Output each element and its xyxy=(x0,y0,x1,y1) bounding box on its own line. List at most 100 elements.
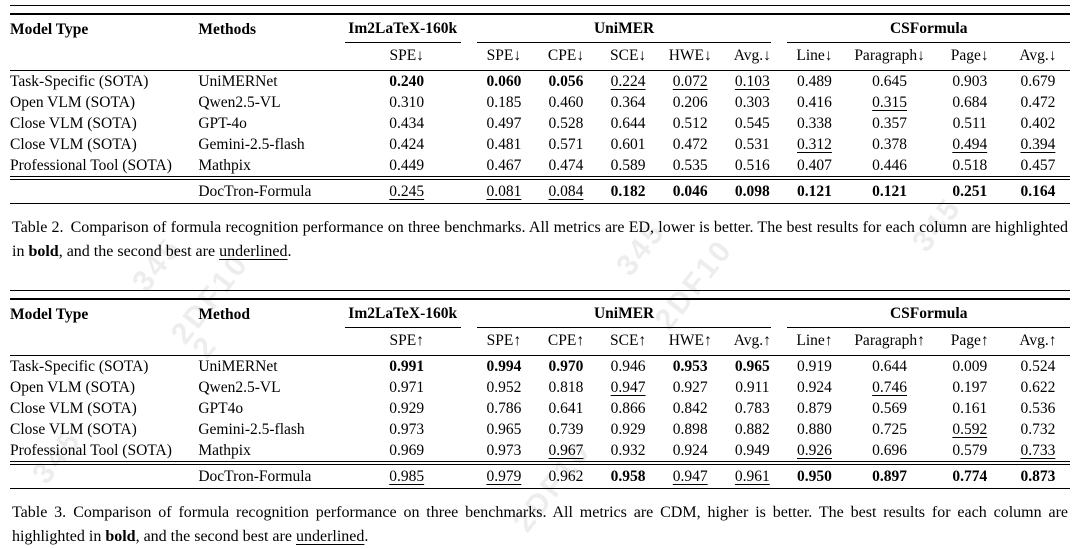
metric-value-cell: 0.919 xyxy=(797,357,832,375)
metric-value-cell: 0.424 xyxy=(389,135,425,153)
metric-header: SPE↓ xyxy=(389,47,424,64)
metric-value-cell: 0.926 xyxy=(797,441,832,459)
group-header-row: Model Type Method Im2LaTeX-160k UniMER C… xyxy=(10,299,1070,328)
metric-value-cell: 0.924 xyxy=(672,441,708,459)
metric-value-cell: 0.979 xyxy=(486,467,522,485)
metric-value-cell: 0.357 xyxy=(872,114,908,132)
metric-value-cell: 0.991 xyxy=(389,357,425,375)
table-3-frame: Model Type Method Im2LaTeX-160k UniMER C… xyxy=(10,290,1070,489)
metric-value-cell: 0.739 xyxy=(548,420,584,438)
method-cell: Mathpix xyxy=(198,156,251,174)
model-type-cell xyxy=(10,463,198,489)
group-header-row: Model Type Methods Im2LaTeX-160k UniMER … xyxy=(10,14,1070,43)
metric-value-cell: 0.251 xyxy=(952,182,988,200)
metric-value-cell: 0.489 xyxy=(797,72,832,90)
metric-value-cell: 0.571 xyxy=(548,135,584,153)
metric-value-cell: 0.303 xyxy=(734,93,770,111)
metric-value-cell: 0.467 xyxy=(486,156,522,174)
metric-value-cell: 0.641 xyxy=(548,399,584,417)
metric-value-cell: 0.961 xyxy=(734,467,770,485)
metric-value-cell: 0.310 xyxy=(389,93,425,111)
model-type-cell xyxy=(10,178,198,204)
metric-header: Avg.↓ xyxy=(1019,47,1057,64)
metric-header: Line↑ xyxy=(796,332,833,349)
metric-value-cell: 0.746 xyxy=(872,378,908,396)
method-cell: Gemini-2.5-flash xyxy=(198,420,305,438)
caption-bold-word: bold xyxy=(28,243,59,260)
metric-value-cell: 0.072 xyxy=(672,72,708,90)
metric-value-cell: 0.985 xyxy=(389,467,425,485)
table-row: Close VLM (SOTA) GPT4o 0.929 0.786 0.641 0.86… xyxy=(10,398,1070,419)
metric-value-cell: 0.962 xyxy=(548,467,584,485)
metric-header: SCE↑ xyxy=(610,332,647,349)
table-row: DocTron-Formula 0.245 0.081 0.084 0.182 0.046… xyxy=(10,178,1070,204)
table-row: Open VLM (SOTA) Qwen2.5-VL 0.310 0.185 0.460… xyxy=(10,92,1070,113)
col-header-model-type: Model Type xyxy=(10,306,89,323)
metric-value-cell: 0.971 xyxy=(389,378,425,396)
metric-value-cell: 0.927 xyxy=(672,378,708,396)
table-2-body: Task-Specific (SOTA) UniMERNet 0.240 0.060 0… xyxy=(10,71,1070,179)
caption-label: Table 3. xyxy=(12,504,67,521)
metric-value-cell: 0.774 xyxy=(952,467,988,485)
metric-value-cell: 0.644 xyxy=(610,114,646,132)
model-type-cell: Professional Tool (SOTA) xyxy=(10,441,172,459)
method-cell: UniMERNet xyxy=(198,357,278,375)
col-group-im2latex: Im2LaTeX-160k xyxy=(341,299,473,328)
method-cell: Mathpix xyxy=(198,441,251,459)
table-2-foot: DocTron-Formula 0.245 0.081 0.084 0.182 0.046… xyxy=(10,178,1070,204)
metric-value-cell: 0.967 xyxy=(548,441,584,459)
metric-value-cell: 0.592 xyxy=(952,420,988,438)
metric-value-cell: 0.882 xyxy=(734,420,770,438)
col-group-unimer: UniMER xyxy=(473,299,784,328)
table-2-caption: Table 2. Comparison of formula recognitio… xyxy=(12,216,1068,264)
section-spacer xyxy=(10,264,1070,290)
metric-value-cell: 0.524 xyxy=(1020,357,1056,375)
caption-text: Comparison of formula recognition perfor… xyxy=(12,219,1068,260)
metric-value-cell: 0.696 xyxy=(872,441,908,459)
metric-header: Page↓ xyxy=(950,47,989,64)
metric-header: Page↑ xyxy=(950,332,989,349)
method-cell: DocTron-Formula xyxy=(198,182,312,200)
metric-value-cell: 0.460 xyxy=(548,93,584,111)
metric-value-cell: 0.932 xyxy=(610,441,646,459)
metric-value-cell: 0.880 xyxy=(797,420,832,438)
method-cell: Qwen2.5-VL xyxy=(198,378,281,396)
metric-value-cell: 0.536 xyxy=(1020,399,1056,417)
metric-value-cell: 0.046 xyxy=(672,182,708,200)
table-row: Open VLM (SOTA) Qwen2.5-VL 0.971 0.952 0.818… xyxy=(10,377,1070,398)
metric-value-cell: 0.969 xyxy=(389,441,425,459)
model-type-cell: Close VLM (SOTA) xyxy=(10,114,137,132)
caption-bold-word: bold xyxy=(105,528,136,545)
metric-value-cell: 0.732 xyxy=(1020,420,1056,438)
model-type-cell: Open VLM (SOTA) xyxy=(10,378,136,396)
metric-value-cell: 0.164 xyxy=(1020,182,1056,200)
table-row: Task-Specific (SOTA) UniMERNet 0.240 0.060 0… xyxy=(10,71,1070,93)
metric-header: CPE↓ xyxy=(547,47,585,64)
model-type-cell: Close VLM (SOTA) xyxy=(10,135,137,153)
metric-value-cell: 0.338 xyxy=(797,114,832,132)
metric-value-cell: 0.953 xyxy=(672,357,708,375)
model-type-cell: Professional Tool (SOTA) xyxy=(10,156,172,174)
method-cell: UniMERNet xyxy=(198,72,278,90)
metric-value-cell: 0.924 xyxy=(797,378,832,396)
method-cell: Qwen2.5-VL xyxy=(198,93,281,111)
method-cell: GPT4o xyxy=(198,399,244,417)
col-group-unimer: UniMER xyxy=(473,14,784,43)
caption-text: , and the second best are xyxy=(58,243,220,260)
metric-value-cell: 0.622 xyxy=(1020,378,1056,396)
metric-header: Paragraph↓ xyxy=(854,47,925,64)
metric-value-cell: 0.245 xyxy=(389,182,425,200)
metric-value-cell: 0.946 xyxy=(610,357,646,375)
metric-value-cell: 0.783 xyxy=(734,399,770,417)
metric-value-cell: 0.182 xyxy=(610,182,646,200)
metric-value-cell: 0.103 xyxy=(734,72,770,90)
method-cell: GPT-4o xyxy=(198,114,247,132)
metric-header-row: SPE↑ SPE↑ CPE↑ SCE↑ HWE↑ Avg.↑ Line↑ Par… xyxy=(10,328,1070,356)
metric-value-cell: 0.161 xyxy=(952,399,988,417)
metric-header: SPE↑ xyxy=(389,332,424,349)
metric-value-cell: 0.970 xyxy=(548,357,584,375)
table-2-frame: Model Type Methods Im2LaTeX-160k UniMER … xyxy=(10,5,1070,204)
metric-header: CPE↑ xyxy=(547,332,585,349)
caption-text: . xyxy=(287,243,292,260)
metric-header: Avg.↓ xyxy=(733,47,771,64)
